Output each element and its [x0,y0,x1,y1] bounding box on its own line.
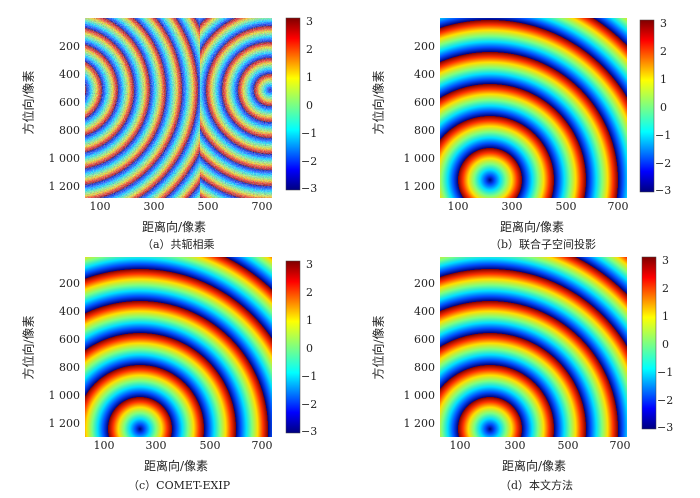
y-tick: 1 000 [404,152,436,165]
y-tick: 1 200 [404,180,436,193]
caption-c: （c）COMET-EXIP [128,479,231,492]
y-tick: 1 200 [404,417,436,430]
colorbar-tick: −2 [655,157,671,170]
x-tick: 500 [556,200,577,213]
phase-plot: 200 400 600 800 1 000 1 200 100 300 500 … [404,254,674,452]
colorbar-tick: 1 [306,71,313,84]
phase-plot: 200 400 600 800 1 000 1 200 100 300 500 … [404,17,672,213]
colorbar-tick: 2 [660,45,667,58]
colorbar-tick: 3 [662,254,669,267]
colorbar-tick: −3 [301,425,317,438]
colorbar-tick: 0 [662,338,669,351]
colorbar-tick: 2 [306,43,313,56]
panel-b: 方位向/像素 200 400 600 800 1 000 1 200 100 3… [350,0,700,251]
colorbar [285,260,301,434]
colorbar-tick: 3 [306,15,313,28]
y-tick: 200 [414,277,435,290]
x-tick: 100 [94,439,115,452]
colorbar-tick: −2 [657,394,673,407]
colorbar-tick: −3 [655,184,671,197]
x-axis-label: 距离向/像素 [500,220,565,234]
colorbar-tick: 3 [306,258,313,271]
y-tick: 200 [414,40,435,53]
colorbar-tick: 1 [306,314,313,327]
y-tick: 1 000 [49,152,81,165]
y-tick: 400 [414,305,435,318]
y-tick: 600 [414,333,435,346]
x-axis-label: 距离向/像素 [502,459,567,473]
x-tick: 700 [252,439,273,452]
colorbar-tick: −2 [301,155,317,168]
colorbar-tick: 0 [306,342,313,355]
colorbar-tick: −3 [657,421,673,434]
x-axis-label: 距离向/像素 [144,459,209,473]
colorbar [641,256,657,430]
caption-b: （b）联合子空间投影 [490,238,597,251]
y-tick: 800 [59,124,80,137]
interferogram-image [85,257,272,437]
x-tick: 100 [450,439,471,452]
panel-c: 方位向/像素 200 400 600 800 1 000 1 200 100 3… [0,249,350,498]
colorbar-tick: 2 [662,282,669,295]
colorbar-tick: −1 [655,129,671,142]
x-tick: 300 [144,200,165,213]
x-tick: 500 [558,439,579,452]
x-tick: 700 [608,200,629,213]
y-tick: 600 [59,96,80,109]
y-tick: 600 [414,96,435,109]
x-tick: 500 [200,439,221,452]
phase-plot: 200 400 600 800 1 000 1 200 100 300 500 … [49,15,318,213]
phase-plot: 200 400 600 800 1 000 1 200 100 300 500 … [49,257,317,452]
colorbar-tick: −1 [301,370,317,383]
x-tick: 300 [502,200,523,213]
x-tick: 100 [90,200,111,213]
colorbar-tick: 0 [306,99,313,112]
colorbar-tick: 1 [662,310,669,323]
y-tick: 1 000 [49,389,81,402]
colorbar-tick: −3 [301,182,317,195]
y-tick: 200 [59,40,80,53]
y-tick: 1 000 [404,389,436,402]
caption-d: （d）本文方法 [500,479,574,492]
y-tick: 400 [59,305,80,318]
colorbar-tick: −1 [301,127,317,140]
colorbar [285,17,301,191]
x-tick: 500 [198,200,219,213]
y-tick: 800 [414,361,435,374]
x-tick: 700 [252,200,273,213]
colorbar-tick: −2 [301,398,317,411]
y-tick: 600 [59,333,80,346]
colorbar-tick: 3 [660,17,667,30]
caption-a: （a）共轭相乘 [142,238,215,251]
y-tick: 800 [414,124,435,137]
y-tick: 800 [59,361,80,374]
panel-a: 方位向/像素 200 400 600 800 1 000 1 200 100 3… [0,0,350,251]
colorbar-tick: 0 [660,101,667,114]
y-tick: 200 [59,277,80,290]
x-tick: 300 [505,439,526,452]
y-tick: 400 [414,68,435,81]
interferogram-image [440,18,627,198]
y-tick: 400 [59,68,80,81]
x-tick: 700 [610,439,631,452]
colorbar-tick: 1 [660,73,667,86]
colorbar-tick: −1 [657,366,673,379]
panel-d: 方位向/像素 200 400 600 800 1 000 1 200 100 3… [350,249,700,498]
colorbar-tick: 2 [306,286,313,299]
interferogram-image [85,18,272,198]
x-axis-label: 距离向/像素 [142,220,207,234]
x-tick: 100 [448,200,469,213]
y-tick: 1 200 [49,417,81,430]
x-tick: 300 [146,439,167,452]
colorbar [639,19,655,193]
y-tick: 1 200 [49,180,81,193]
interferogram-image [440,257,627,437]
